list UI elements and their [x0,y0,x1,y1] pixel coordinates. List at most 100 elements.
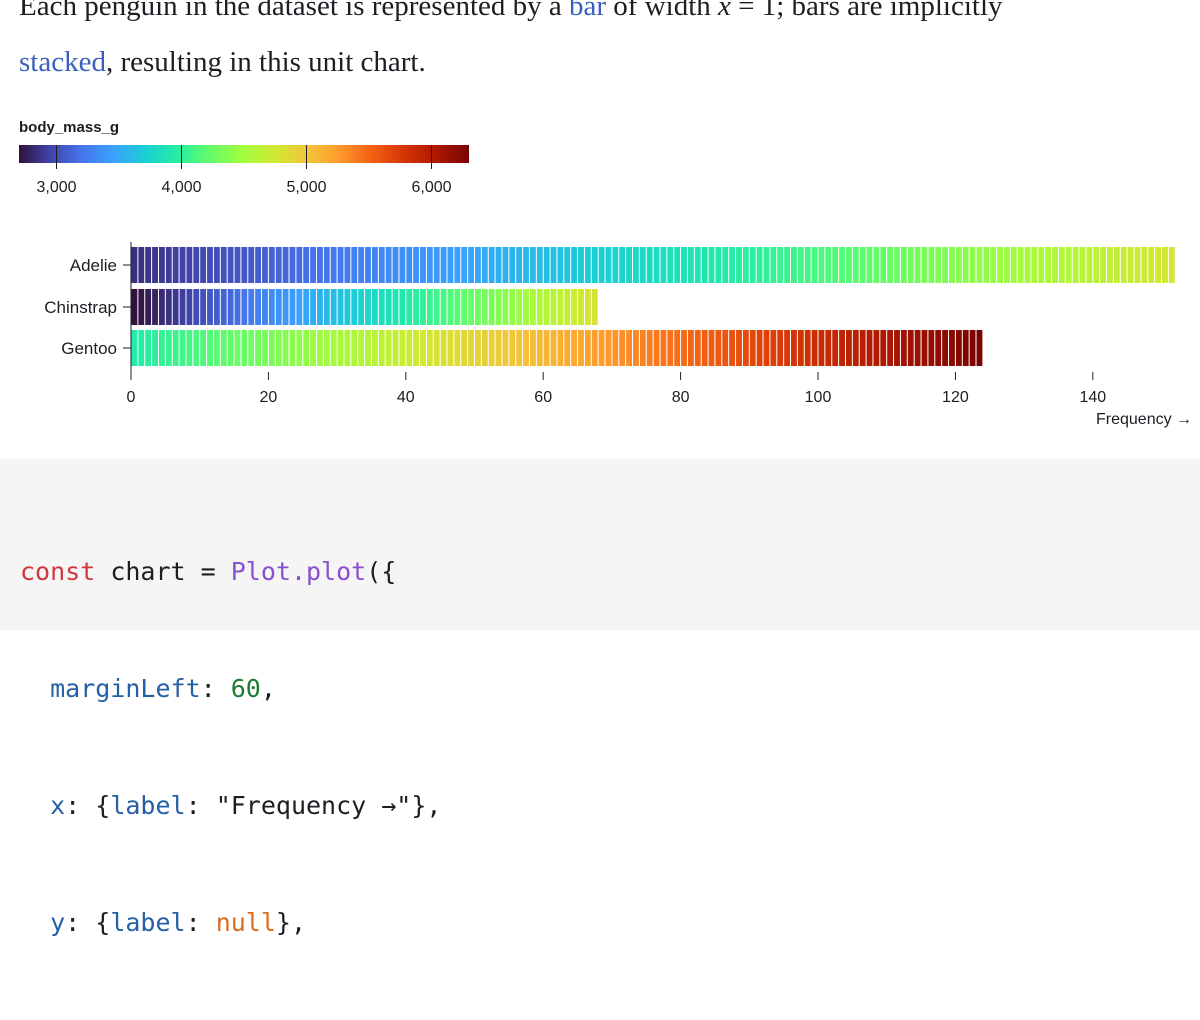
unit-bar-gentoo [502,330,509,366]
unit-bar-adelie [358,247,365,283]
unit-bar-adelie [481,247,488,283]
unit-bar-gentoo [818,330,825,366]
unit-bar-adelie [1113,247,1120,283]
unit-bar-gentoo [323,330,330,366]
unit-bar-adelie [227,247,234,283]
code-token: : [200,674,231,703]
unit-bar-adelie [949,247,955,283]
unit-bar-adelie [653,247,660,283]
unit-bar-adelie [200,247,207,283]
unit-bar-chinstrap [255,289,262,325]
unit-bar-gentoo [962,330,969,366]
code-token: label [110,908,186,937]
unit-bar-gentoo [653,330,660,366]
code-token: 60 [230,674,261,703]
unit-bar-adelie [818,247,825,283]
unit-bar-adelie [708,247,715,283]
unit-bar-gentoo [887,330,894,366]
code-token: : [185,791,216,820]
unit-bar-chinstrap [454,289,461,325]
unit-bar-gentoo [413,330,420,366]
unit-bar-adelie [186,247,193,283]
unit-bar-gentoo [165,330,172,366]
unit-bar-adelie [832,247,839,283]
unit-bar-gentoo [804,330,811,366]
unit-bar-adelie [646,247,653,283]
unit-bar-gentoo [729,330,736,366]
unit-bar-adelie [839,247,845,283]
unit-bar-gentoo [777,330,784,366]
unit-bar-adelie [1052,247,1058,283]
unit-bar-chinstrap [578,289,584,325]
unit-bar-chinstrap [440,289,447,325]
unit-bar-gentoo [708,330,715,366]
code-token: "Frequency →" [215,791,412,820]
x-axis-label: Frequency → [1096,411,1192,428]
unit-bar-adelie [687,247,694,283]
unit-bar-gentoo [681,330,687,366]
unit-bar-gentoo [646,330,653,366]
unit-bar-gentoo [880,330,887,366]
unit-bar-adelie [461,247,468,283]
unit-bar-adelie [976,247,983,283]
unit-bar-gentoo [921,330,928,366]
unit-bar-adelie [770,247,777,283]
unit-bar-chinstrap [557,289,564,325]
unit-bar-adelie [894,247,900,283]
unit-bar-adelie [509,247,516,283]
unit-bar-adelie [1024,247,1031,283]
unit-bar-gentoo [310,330,316,366]
unit-bar-adelie [399,247,406,283]
unit-bar-adelie [619,247,626,283]
unit-bar-chinstrap [337,289,344,325]
unit-bar-chinstrap [502,289,509,325]
unit-bar-chinstrap [351,289,358,325]
unit-bar-adelie [626,247,633,283]
unit-bar-chinstrap [303,289,310,325]
unit-bar-adelie [1010,247,1017,283]
unit-bar-gentoo [275,330,282,366]
color-legend: body_mass_g 3,000 4,000 5,000 6,000 [0,108,500,213]
unit-bar-chinstrap [385,289,392,325]
unit-bar-adelie [413,247,420,283]
unit-bar-chinstrap [468,289,474,325]
unit-bar-gentoo [832,330,839,366]
unit-bar-adelie [420,247,426,283]
unit-bar-chinstrap [399,289,406,325]
unit-bar-gentoo [591,330,598,366]
unit-bar-adelie [447,247,454,283]
unit-bar-gentoo [213,330,220,366]
unit-bar-chinstrap [378,289,385,325]
unit-bar-adelie [660,247,667,283]
unit-bar-gentoo [475,330,481,366]
unit-bar-adelie [990,247,997,283]
unit-bar-adelie [1107,247,1113,283]
unit-bar-chinstrap [289,289,296,325]
unit-bar-gentoo [200,330,207,366]
unit-bar-adelie [406,247,413,283]
unit-bar-adelie [887,247,894,283]
bar-link[interactable]: bar [569,0,607,22]
code-token: : { [65,791,111,820]
unit-bar-adelie [426,247,433,283]
unit-bar-gentoo [509,330,516,366]
x-tick-label: 80 [672,389,690,406]
unit-bar-gentoo [639,330,646,366]
unit-bar-adelie [784,247,791,283]
unit-bar-adelie [859,247,866,283]
unit-bar-adelie [791,247,797,283]
unit-bar-chinstrap [275,289,282,325]
unit-bar-gentoo [207,330,213,366]
unit-bar-gentoo [234,330,241,366]
unit-bar-chart: Adelie Chinstrap Gentoo 0 20 40 60 80 100 120 140… [0,232,1200,437]
prose-text: , resulting in this unit chart. [105,46,426,78]
unit-bar-adelie [729,247,736,283]
unit-bar-gentoo [935,330,942,366]
unit-bar-chinstrap [330,289,337,325]
unit-bar-chinstrap [152,289,158,325]
unit-bar-adelie [1079,247,1086,283]
unit-bar-adelie [262,247,268,283]
code-block[interactable]: const chart = Plot.plot({ marginLeft: 60… [0,459,1200,937]
stacked-link[interactable]: stacked [19,46,106,78]
unit-bar-adelie [543,247,550,283]
